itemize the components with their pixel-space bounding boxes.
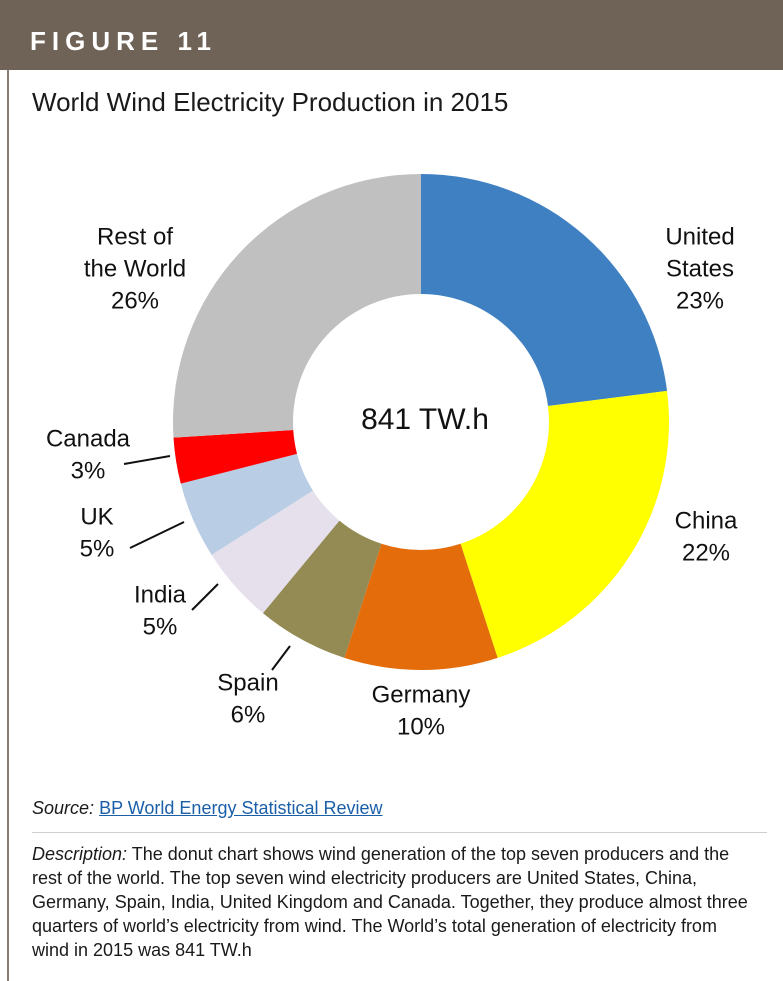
slice-rest-of-the-world (172, 174, 421, 438)
slice-canada (173, 430, 298, 484)
center-total-label: 841 TW.h (361, 403, 489, 436)
slice-spain (262, 520, 382, 658)
leader-line-uk (129, 521, 185, 549)
slice-label-india: India (134, 581, 187, 608)
source-line: Source: BP World Energy Statistical Revi… (32, 796, 383, 820)
slice-label-united-states: United (665, 223, 734, 250)
value-label-canada: 3% (71, 457, 106, 484)
description-text: The donut chart shows wind generation of… (32, 844, 748, 960)
slice-label-united-states: States (666, 255, 734, 282)
slice-label-uk: UK (80, 503, 113, 530)
slice-uk (180, 453, 313, 555)
slice-label-rest-of-the-world: the World (84, 255, 186, 282)
source-link[interactable]: BP World Energy Statistical Review (99, 798, 383, 818)
figure-header: FIGURE 11 (0, 0, 783, 70)
slice-germany (344, 543, 498, 670)
slice-label-germany: Germany (372, 681, 471, 708)
value-label-germany: 10% (397, 713, 445, 740)
left-rule (7, 70, 9, 981)
value-label-spain: 6% (231, 701, 266, 728)
leader-line-spain (271, 645, 291, 671)
source-label: Source: (32, 798, 95, 818)
slice-united-states (421, 174, 668, 406)
slice-label-rest-of-the-world: Rest of (97, 223, 173, 250)
slice-label-china: China (675, 507, 738, 534)
slice-label-canada: Canada (46, 425, 131, 452)
slice-india (211, 490, 340, 614)
divider (32, 832, 767, 833)
value-label-united-states: 23% (676, 287, 724, 314)
slice-china (460, 390, 669, 658)
leader-line-india (191, 583, 219, 611)
description: Description: The donut chart shows wind … (32, 842, 752, 962)
description-label: Description: (32, 844, 128, 864)
value-label-china: 22% (682, 539, 730, 566)
figure-label: FIGURE 11 (30, 26, 217, 56)
value-label-india: 5% (143, 613, 178, 640)
leader-line-canada (123, 455, 171, 465)
value-label-uk: 5% (80, 535, 115, 562)
chart-title: World Wind Electricity Production in 201… (32, 87, 509, 117)
value-label-rest-of-the-world: 26% (111, 287, 159, 314)
donut-chart: United States 23% China 22% Germany 10% Spain 6%… (46, 174, 738, 740)
slice-label-spain: Spain (217, 669, 278, 696)
